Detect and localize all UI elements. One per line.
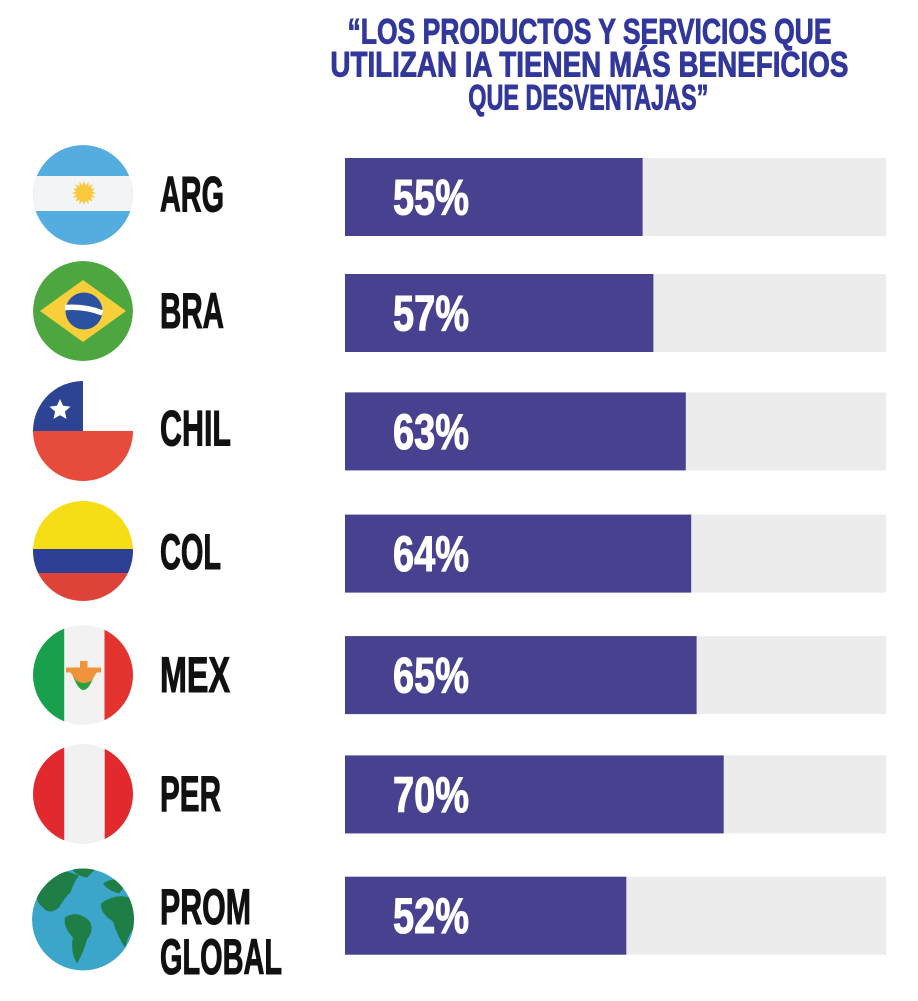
svg-text:64%: 64% — [393, 526, 469, 582]
svg-text:52%: 52% — [393, 888, 469, 944]
svg-text:ARG: ARG — [160, 166, 224, 222]
svg-text:COL: COL — [160, 524, 221, 580]
svg-text:BRA: BRA — [160, 283, 224, 339]
svg-text:PROM: PROM — [160, 879, 251, 935]
svg-text:70%: 70% — [393, 767, 469, 823]
svg-text:UTILIZAN IA TIENEN MÁS BENEFIC: UTILIZAN IA TIENEN MÁS BENEFICIOS — [330, 44, 848, 84]
svg-text:CHIL: CHIL — [160, 401, 231, 457]
svg-text:PER: PER — [160, 766, 221, 822]
svg-text:“LOS PRODUCTOS Y SERVICIOS QUE: “LOS PRODUCTOS Y SERVICIOS QUE — [348, 12, 832, 51]
svg-text:QUE DESVENTAJAS”: QUE DESVENTAJAS” — [468, 79, 708, 118]
svg-text:GLOBAL: GLOBAL — [160, 929, 282, 985]
svg-text:57%: 57% — [393, 286, 469, 342]
svg-text:MEX: MEX — [160, 647, 230, 703]
svg-text:63%: 63% — [393, 404, 469, 460]
svg-text:55%: 55% — [393, 170, 469, 226]
svg-text:65%: 65% — [393, 648, 469, 704]
